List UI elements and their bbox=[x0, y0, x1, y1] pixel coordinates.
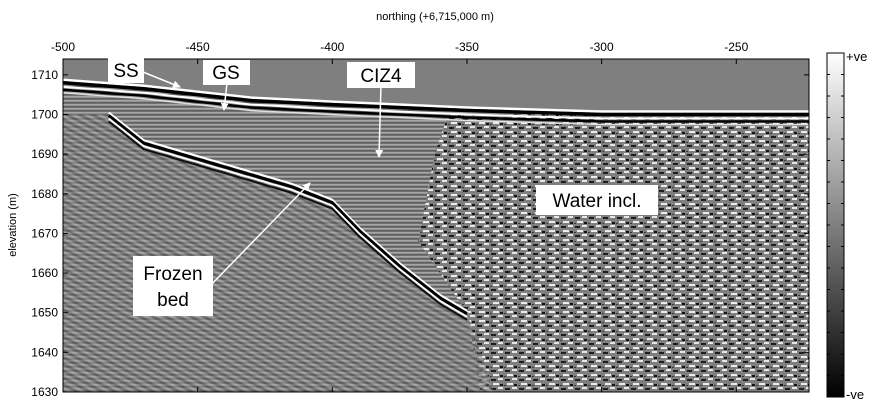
frozen-bed-horizon-band-0 bbox=[108, 111, 468, 312]
surface-horizon-band-3 bbox=[63, 88, 809, 123]
frozen-bed-arrow bbox=[207, 182, 311, 289]
y-tick-label-6: 1650 bbox=[31, 306, 58, 320]
y-tick-label-0: 1710 bbox=[31, 68, 58, 82]
surface-horizon-band-2 bbox=[63, 85, 809, 120]
surface-horizon-band-1 bbox=[63, 81, 809, 117]
y-axis: 1710 1700 1690 1680 1670 1660 1650 1640 1630 bbox=[31, 68, 809, 399]
y-tick-label-2: 1690 bbox=[31, 147, 58, 161]
y-tick-label-7: 1640 bbox=[31, 345, 58, 359]
x-tick-label-0: -500 bbox=[51, 40, 75, 54]
y-tick-label-3: 1680 bbox=[31, 187, 58, 201]
y-axis-title: elevation (m) bbox=[7, 193, 19, 257]
x-tick-label-1: -450 bbox=[186, 40, 210, 54]
ciz4-label: CIZ4 bbox=[360, 66, 402, 87]
colorbar-min-label: -ve bbox=[846, 387, 864, 401]
frozen-bed-label-line2: bed bbox=[157, 290, 189, 311]
colorbar-max-label: +ve bbox=[846, 49, 867, 64]
x-axis-title: northing (+6,715,000 m) bbox=[376, 11, 494, 23]
x-tick-label-4: -300 bbox=[590, 40, 614, 54]
annotations: SS GS CIZ4 Water incl. Frozen bed bbox=[108, 58, 658, 316]
colorbar: +ve -ve bbox=[826, 49, 867, 401]
frozen-bed-horizon-band-3 bbox=[108, 120, 468, 321]
x-axis: -500 -450 -400 -350 -300 -250 bbox=[51, 40, 749, 392]
colorbar-ticks bbox=[827, 74, 844, 376]
frozen-bed-horizon-band-2 bbox=[108, 117, 468, 318]
gs-label: GS bbox=[212, 63, 239, 84]
ciz4-arrow bbox=[375, 84, 384, 158]
ciz4-label-box bbox=[347, 62, 415, 88]
x-tick-label-5: -250 bbox=[724, 40, 748, 54]
ss-label: SS bbox=[113, 61, 138, 82]
frozen-bed-horizon-band-1 bbox=[107, 114, 468, 316]
y-tick-label-4: 1670 bbox=[31, 226, 58, 240]
x-tick-label-2: -400 bbox=[320, 40, 344, 54]
frozen-bed-label-box bbox=[133, 256, 213, 316]
gs-arrow bbox=[220, 82, 229, 111]
horizon-lines bbox=[63, 78, 809, 321]
ss-label-box bbox=[108, 58, 144, 83]
water-inclusion-zone bbox=[418, 114, 809, 392]
sub-bed-texture bbox=[63, 114, 494, 392]
gs-label-box bbox=[203, 60, 250, 85]
water-label-box bbox=[536, 185, 658, 215]
plot-area bbox=[63, 59, 809, 392]
y-tick-label-8: 1630 bbox=[31, 385, 58, 399]
frozen-bed-label-line1: Frozen bbox=[143, 264, 202, 285]
signal-regions bbox=[63, 82, 809, 392]
surface-horizon-band-4 bbox=[63, 92, 809, 126]
plot-frame bbox=[62, 58, 810, 393]
y-tick-label-5: 1660 bbox=[31, 266, 58, 280]
water-label: Water incl. bbox=[552, 191, 641, 212]
ss-arrow bbox=[142, 71, 181, 89]
x-tick-label-3: -350 bbox=[455, 40, 479, 54]
y-tick-label-1: 1700 bbox=[31, 108, 58, 122]
surface-horizon-band-0 bbox=[63, 78, 809, 113]
